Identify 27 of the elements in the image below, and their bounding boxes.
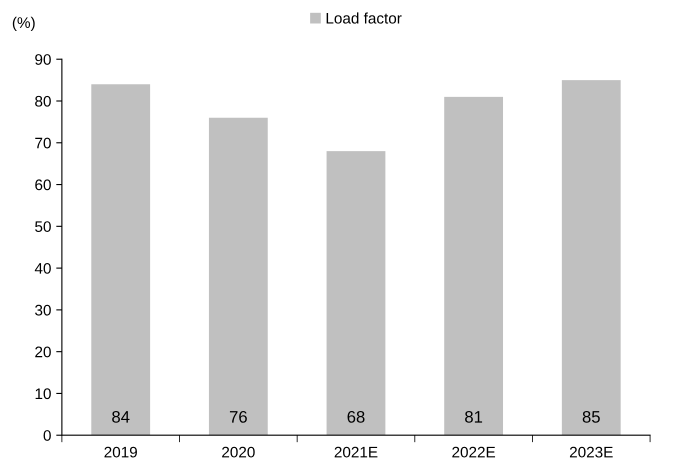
legend-label: Load factor <box>326 12 402 24</box>
x-tick-label: 2021E <box>334 446 378 458</box>
bar <box>326 151 386 436</box>
y-tick-label: 20 <box>35 346 51 358</box>
y-tick-label: 0 <box>44 430 51 441</box>
data-label: 76 <box>230 410 247 423</box>
data-label: 68 <box>348 410 365 423</box>
x-tick-label: 2020 <box>222 446 255 458</box>
data-label: 81 <box>465 410 482 423</box>
y-tick-label: 40 <box>34 262 51 274</box>
y-tick-label: 70 <box>35 138 51 148</box>
bar <box>91 84 150 436</box>
y-tick-label: 10 <box>36 388 51 400</box>
bar <box>562 80 621 436</box>
x-tick-label: 2023E <box>570 446 613 458</box>
y-tick-label: 30 <box>35 304 51 316</box>
bar <box>444 96 504 436</box>
data-label: 85 <box>582 410 600 423</box>
x-tick-label: 2022E <box>452 446 496 458</box>
bar <box>208 118 268 436</box>
y-axis-title: (%) <box>12 16 35 32</box>
y-tick-label: 60 <box>35 179 51 190</box>
data-label: 84 <box>112 410 130 423</box>
y-tick-label: 90 <box>35 54 51 65</box>
x-tick-label: 2019 <box>104 446 137 458</box>
y-tick-label: 50 <box>35 221 51 232</box>
y-tick-label: 80 <box>35 96 51 107</box>
